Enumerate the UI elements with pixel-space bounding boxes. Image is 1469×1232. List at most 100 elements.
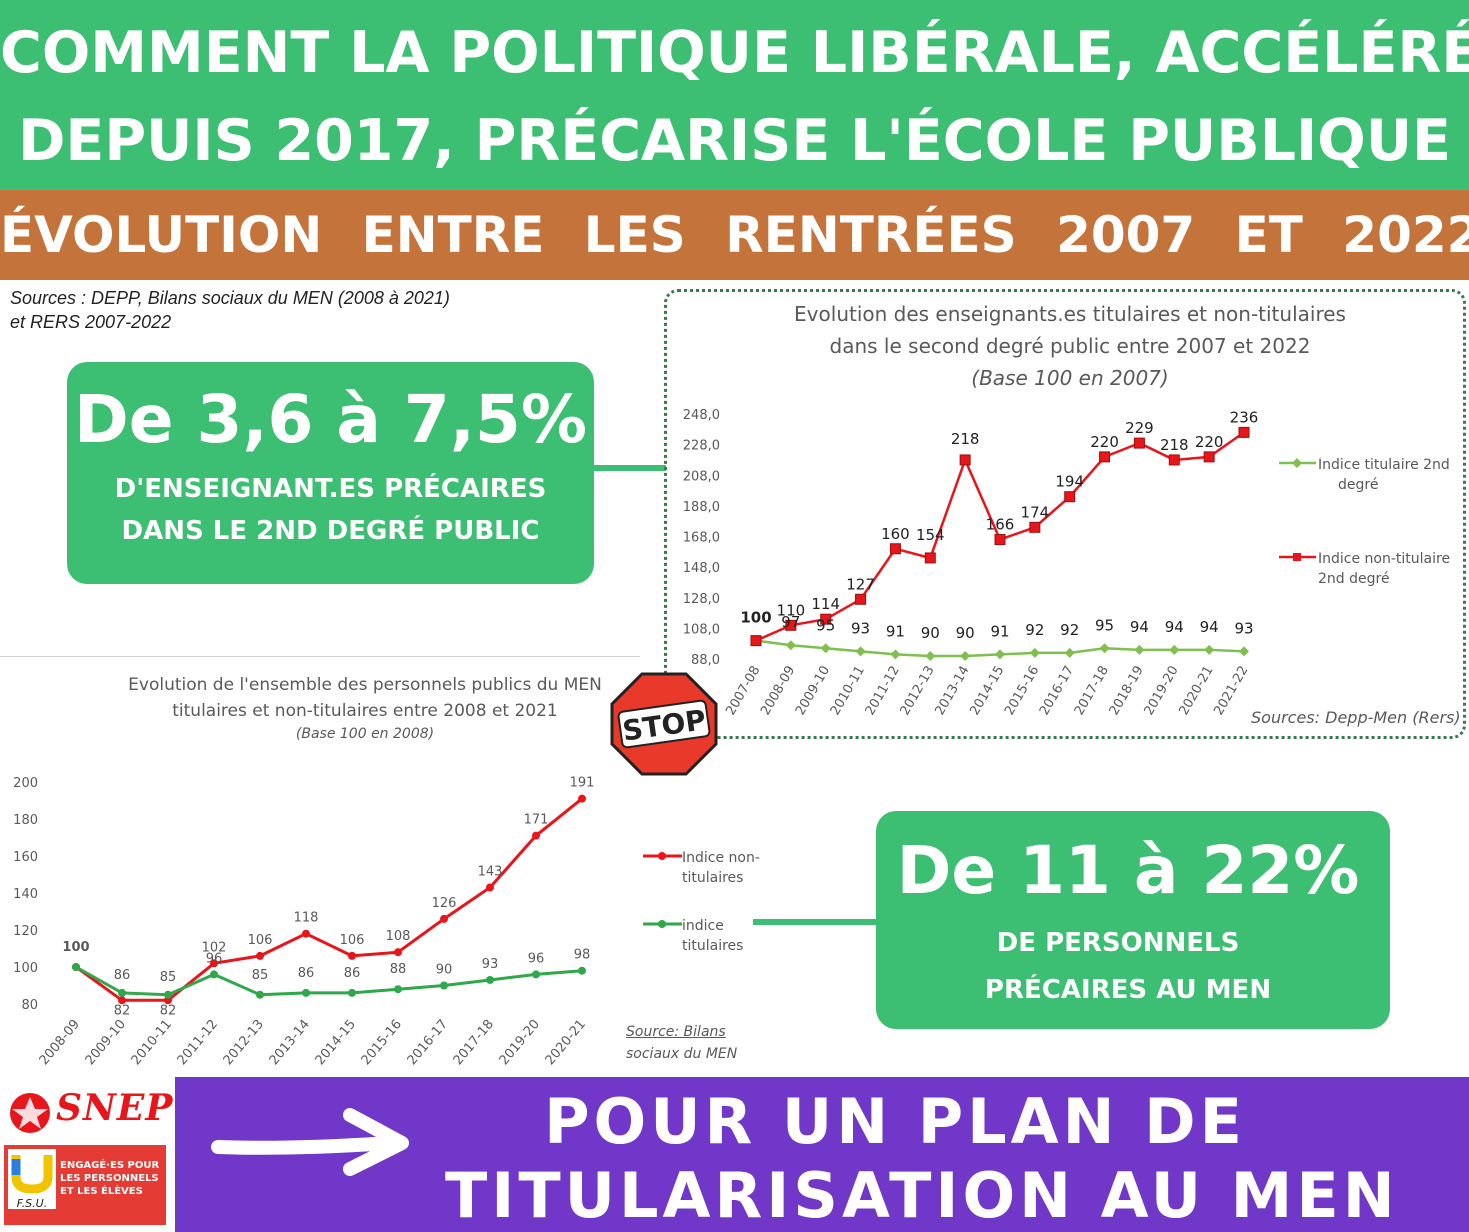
chart2-label-titulaires: 86 — [298, 966, 315, 981]
chart2-subtitle: (Base 100 en 2008) — [295, 726, 435, 742]
chart2-x-tick: 2015-16 — [359, 1017, 405, 1068]
chart2-y-tick: 80 — [21, 998, 38, 1013]
chart2-label-nontitulaires: 191 — [570, 776, 595, 791]
chart2-point-titulaires — [164, 990, 172, 999]
chart2-label-titulaires: 86 — [114, 968, 131, 983]
chart2-title-line2: titulaires et non-titulaires entre 2008 … — [172, 701, 558, 721]
page-title-line1: COMMENT LA POLITIQUE LIBÉRALE, ACCÉLÉRÉE — [0, 20, 1469, 86]
chart2-point-titulaires — [394, 985, 402, 994]
chart2-point-titulaires — [210, 970, 218, 979]
chart1-legend-2: Indice non-titulaire 2nd degré — [1318, 549, 1450, 589]
chart2-label-nontitulaires: 102 — [202, 940, 227, 955]
chart1-point-nontitulaire — [1099, 451, 1111, 463]
sources-line1: Sources : DEPP, Bilans sociaux du MEN (2… — [10, 288, 450, 308]
chart2-svg: 200 180 160 140 120 100 80 2008-09 2009-10 2010-1… — [13, 776, 682, 1068]
chart1-label-titulaire: 92 — [1025, 621, 1044, 639]
chart1-point-nontitulaire — [1238, 426, 1250, 438]
fsu-u-icon — [11, 1155, 53, 1194]
chart1-source: Sources: Depp-Men (Rers) — [1251, 708, 1461, 727]
chart1-label-nontitulaire: 236 — [1230, 408, 1259, 426]
arrow-right-icon — [211, 1108, 409, 1176]
page-subtitle: ÉVOLUTION ENTRE LES RENTRÉES 2007 ET 202… — [0, 206, 1469, 264]
logo-fsu-panel: F.S.U. ENGAGÉ·ES POUR LES PERSONNELS ET … — [4, 1145, 166, 1225]
chart2-y-tick: 160 — [13, 850, 38, 865]
chart1-label-titulaire: 91 — [990, 622, 1009, 640]
chart1-label-nontitulaire: 114 — [811, 595, 840, 613]
page-title-line2: DEPUIS 2017, PRÉCARISE L'ÉCOLE PUBLIQUE — [18, 108, 1451, 174]
chart2-x-tick: 2011-12 — [175, 1017, 221, 1068]
legend4-line2: titulaires — [682, 938, 744, 954]
chart2-point-titulaires — [486, 975, 494, 984]
sources-line2: et RERS 2007-2022 — [10, 312, 172, 332]
chart1-point-titulaire — [1064, 647, 1075, 658]
footer-line1: POUR UN PLAN DE — [544, 1085, 1246, 1158]
chart1-label-nontitulaire: 127 — [846, 575, 875, 593]
stat-box-teachers: De 3,6 à 7,5% D'ENSEIGNANT.ES PRÉCAIRES … — [67, 362, 594, 584]
chart1-label-titulaire: 91 — [886, 622, 905, 640]
chart1-label-titulaire: 95 — [816, 616, 835, 634]
separator — [0, 656, 640, 657]
chart1-point-titulaire — [785, 640, 796, 651]
chart1-label-titulaire: 90 — [956, 624, 975, 642]
chart2-point-nontitulaires — [440, 914, 448, 923]
chart1-label-titulaire: 92 — [1060, 621, 1079, 639]
chart2-x-tick: 2019-20 — [497, 1017, 543, 1068]
chart2-legend-marker-titulaires — [658, 920, 666, 928]
chart1-label-nontitulaire: 110 — [777, 601, 806, 619]
chart2-label-titulaires: 96 — [528, 951, 545, 966]
chart1-label-nontitulaire: 220 — [1195, 433, 1224, 451]
chart1-y-tick: 228,0 — [683, 439, 720, 454]
chart1-y-tick: 148,0 — [683, 561, 720, 576]
chart2-x-tick: 2013-14 — [267, 1017, 313, 1068]
legend3-line1: Indice non- — [682, 850, 760, 866]
chart1-point-nontitulaire — [1029, 521, 1041, 533]
chart2-label-nontitulaires: 171 — [524, 813, 549, 828]
chart2-source-line2: sociaux du MEN — [626, 1046, 738, 1062]
footer-banner: POUR UN PLAN DE TITULARISATION AU MEN SN… — [0, 1077, 1469, 1232]
chart2-label-titulaires: 90 — [436, 963, 453, 978]
chart2-x-tick: 2017-18 — [451, 1017, 497, 1068]
chart2-point-titulaires — [256, 990, 264, 999]
chart1-point-titulaire — [1134, 644, 1145, 655]
chart2-legend-marker-nontitulaires — [658, 852, 666, 860]
chart1-label-nontitulaire: 100 — [740, 609, 771, 627]
stat-big-value: De 3,6 à 7,5% — [74, 381, 587, 458]
chart1-point-titulaire — [820, 643, 831, 654]
chart1-y-tick: 188,0 — [683, 500, 720, 515]
chart1-label-nontitulaire: 229 — [1125, 419, 1154, 437]
chart2-label-nontitulaires: 106 — [340, 933, 365, 948]
chart1-label-nontitulaire: 218 — [951, 430, 980, 448]
chart2-y-tick: 100 — [13, 961, 38, 976]
legend3-line2: titulaires — [682, 870, 744, 886]
logo-panel: SNEP F.S.U. ENGAGÉ·ES POUR LES PERSONNEL… — [0, 1077, 175, 1232]
chart2-source: Source: Bilans sociaux du MEN — [626, 1021, 737, 1065]
chart1-point-nontitulaire — [1064, 491, 1076, 503]
logo-tagline: ENGAGÉ·ES POUR LES PERSONNELS ET LES ÉLÈ… — [60, 1159, 159, 1198]
chart2-label-titulaires: 88 — [390, 962, 407, 977]
chart1-point-titulaire — [1099, 643, 1110, 654]
chart1-y-tick: 108,0 — [683, 622, 720, 637]
chart1-legend-marker-nontitulaire — [1293, 553, 1301, 561]
chart1-label-nontitulaire: 220 — [1090, 433, 1119, 451]
chart1-label-nontitulaire: 174 — [1021, 503, 1050, 521]
chart2-title-line1: Evolution de l'ensemble des personnels p… — [128, 675, 602, 695]
chart1-point-titulaire — [855, 646, 866, 657]
chart2-point-nontitulaires — [578, 794, 586, 803]
stat2-big-value: De 11 à 22% — [896, 832, 1360, 909]
chart1-point-nontitulaire — [1133, 437, 1145, 449]
stat2-caption-line2: PRÉCAIRES AU MEN — [984, 975, 1272, 1005]
chart2-label-nontitulaires: 143 — [478, 864, 503, 879]
logo-tagline3: ET LES ÉLÈVES — [60, 1186, 143, 1197]
logo-snep: SNEP — [56, 1087, 174, 1129]
chart1-y-tick: 168,0 — [683, 531, 720, 546]
chart2-label-nontitulaires: 118 — [294, 911, 319, 926]
chart1-title: Evolution des enseignants.es titulaires … — [664, 298, 1469, 394]
chart2-x-tick: 2008-09 — [37, 1017, 83, 1068]
chart2-point-nontitulaires — [210, 959, 218, 968]
chart1-title-line2: dans le second degré public entre 2007 e… — [829, 334, 1311, 358]
chart2-series-line-1 — [75, 965, 583, 997]
chart2-x-tick: 2012-13 — [221, 1017, 267, 1068]
chart2-series-line-0 — [75, 797, 583, 1002]
chart1-legend-1: Indice titulaire 2nd degré — [1318, 455, 1450, 495]
chart2-point-titulaires — [118, 988, 126, 997]
